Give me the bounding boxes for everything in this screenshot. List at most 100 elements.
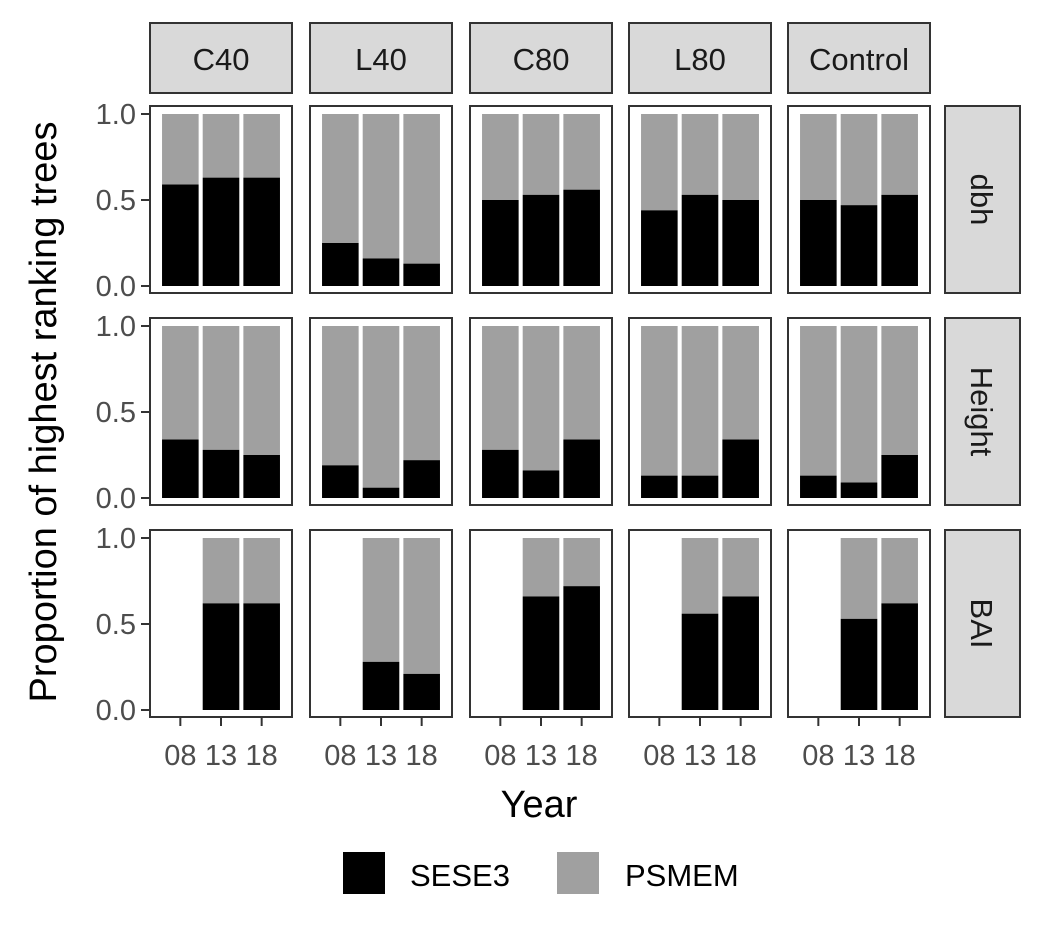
strip-l80 [628,22,772,94]
y-tick-label-height-1: 0.5 [96,397,136,429]
bar-psmem-dbh-l80-13 [681,114,719,195]
bar-sese3-height-c40-08 [162,439,199,498]
bar-psmem-height-c80-08 [482,326,519,450]
bar-psmem-bai-c40-18 [243,538,280,604]
bar-psmem-height-c40-18 [243,326,280,455]
x-tick-label-c80-08: 08 [484,740,516,772]
bar-psmem-bai-l40-13 [362,538,400,662]
bar-psmem-height-control-08 [800,326,837,476]
bar-sese3-height-control-08 [800,475,837,498]
y-tick-label-bai-0: 0.0 [96,695,136,727]
y-tick-label-bai-1: 0.5 [96,609,136,641]
bar-sese3-dbh-c80-18 [563,189,600,286]
x-tick-label-l40-13: 13 [365,740,397,772]
x-tick-label-l40-08: 08 [324,740,356,772]
bar-sese3-dbh-l80-18 [722,200,759,286]
strip-label-control: Control [809,42,909,77]
bar-psmem-dbh-c80-18 [563,114,600,190]
bar-psmem-dbh-c40-13 [202,114,240,178]
strip-bai [944,529,1021,718]
bar-sese3-dbh-l80-13 [681,194,719,286]
legend: SESE3 PSMEM [343,852,739,894]
bar-sese3-dbh-control-13 [840,205,878,286]
bar-sese3-bai-c40-18 [243,603,280,710]
bar-psmem-dbh-l40-13 [362,114,400,259]
bar-psmem-dbh-c40-18 [243,114,280,178]
bar-sese3-bai-control-13 [840,618,878,710]
bar-psmem-bai-control-13 [840,538,878,619]
bar-psmem-bai-c80-13 [522,538,560,597]
bar-psmem-height-l40-18 [403,326,440,461]
bar-sese3-height-control-13 [840,482,878,498]
facet-panels [149,105,931,718]
bar-psmem-bai-control-18 [881,538,918,604]
bar-sese3-dbh-c80-08 [482,200,519,286]
bar-psmem-dbh-c80-13 [522,114,560,195]
strip-label-dbh: dbh [964,174,999,226]
bar-psmem-bai-l80-18 [722,538,759,597]
bar-psmem-height-control-13 [840,326,878,483]
bar-sese3-height-control-18 [881,455,918,498]
strip-label-bai: BAI [964,599,999,649]
bar-sese3-dbh-c40-18 [243,177,280,286]
bar-psmem-bai-c40-13 [202,538,240,604]
bar-sese3-dbh-l40-08 [322,243,359,286]
x-tick-label-c80-13: 13 [525,740,557,772]
bar-sese3-bai-c80-18 [563,586,600,710]
bar-psmem-dbh-c80-08 [482,114,519,200]
bar-sese3-dbh-c80-13 [522,194,560,286]
bar-sese3-height-l80-18 [722,439,759,498]
strip-label-c80: C80 [513,42,570,77]
bar-psmem-height-c40-08 [162,326,199,440]
bar-sese3-dbh-c40-08 [162,184,199,286]
x-tick-label-control-13: 13 [843,740,875,772]
x-axis-title: Year [501,784,578,826]
bar-psmem-height-l80-18 [722,326,759,440]
strip-label-height: Height [964,367,999,457]
bar-sese3-height-c80-08 [482,449,519,498]
bar-psmem-dbh-l40-18 [403,114,440,264]
bar-psmem-height-c40-13 [202,326,240,450]
x-tick-label-l80-13: 13 [684,740,716,772]
strip-control [787,22,931,94]
y-tick-label-dbh-1: 0.5 [96,185,136,217]
bar-psmem-bai-l40-18 [403,538,440,674]
strip-label-l80: L80 [674,42,726,77]
bar-sese3-height-c40-13 [202,449,240,498]
x-tick-label-l40-18: 18 [406,740,438,772]
strip-label-l40: L40 [355,42,407,77]
x-axis: 08 13 18 08 13 18 08 13 18 08 13 18 08 13 18 [164,717,916,772]
bar-psmem-dbh-control-18 [881,114,918,195]
x-tick-label-control-08: 08 [802,740,834,772]
legend-label-sese3: SESE3 [410,858,510,893]
bar-sese3-height-l40-18 [403,460,440,498]
bar-sese3-dbh-c40-13 [202,177,240,286]
bar-psmem-height-c80-13 [522,326,560,471]
bar-sese3-dbh-l40-13 [362,258,400,286]
strip-c40 [149,22,293,94]
x-tick-label-control-18: 18 [884,740,916,772]
bar-psmem-dbh-control-13 [840,114,878,206]
bar-sese3-bai-c40-13 [202,603,240,710]
bar-sese3-height-l40-13 [362,487,400,498]
x-tick-label-c40-13: 13 [205,740,237,772]
column-facet-strips: C40 L40 C80 L80 Control [149,22,931,94]
x-tick-label-c40-18: 18 [246,740,278,772]
bar-sese3-bai-l40-18 [403,673,440,710]
bar-sese3-bai-l80-13 [681,613,719,710]
x-tick-label-c40-08: 08 [164,740,196,772]
bar-psmem-height-c80-18 [563,326,600,440]
bar-psmem-bai-l80-13 [681,538,719,614]
bar-psmem-height-l80-13 [681,326,719,476]
bar-sese3-height-l80-08 [641,475,678,498]
strip-height [944,317,1021,506]
strip-l40 [309,22,453,94]
bar-psmem-height-l80-08 [641,326,678,476]
bar-psmem-dbh-c40-08 [162,114,199,185]
y-tick-label-height-0: 0.0 [96,483,136,515]
bar-sese3-height-l40-08 [322,465,359,498]
bar-psmem-dbh-l80-08 [641,114,678,211]
y-tick-label-height-2: 1.0 [96,311,136,343]
y-axis-title: Proportion of highest ranking trees [23,122,65,703]
